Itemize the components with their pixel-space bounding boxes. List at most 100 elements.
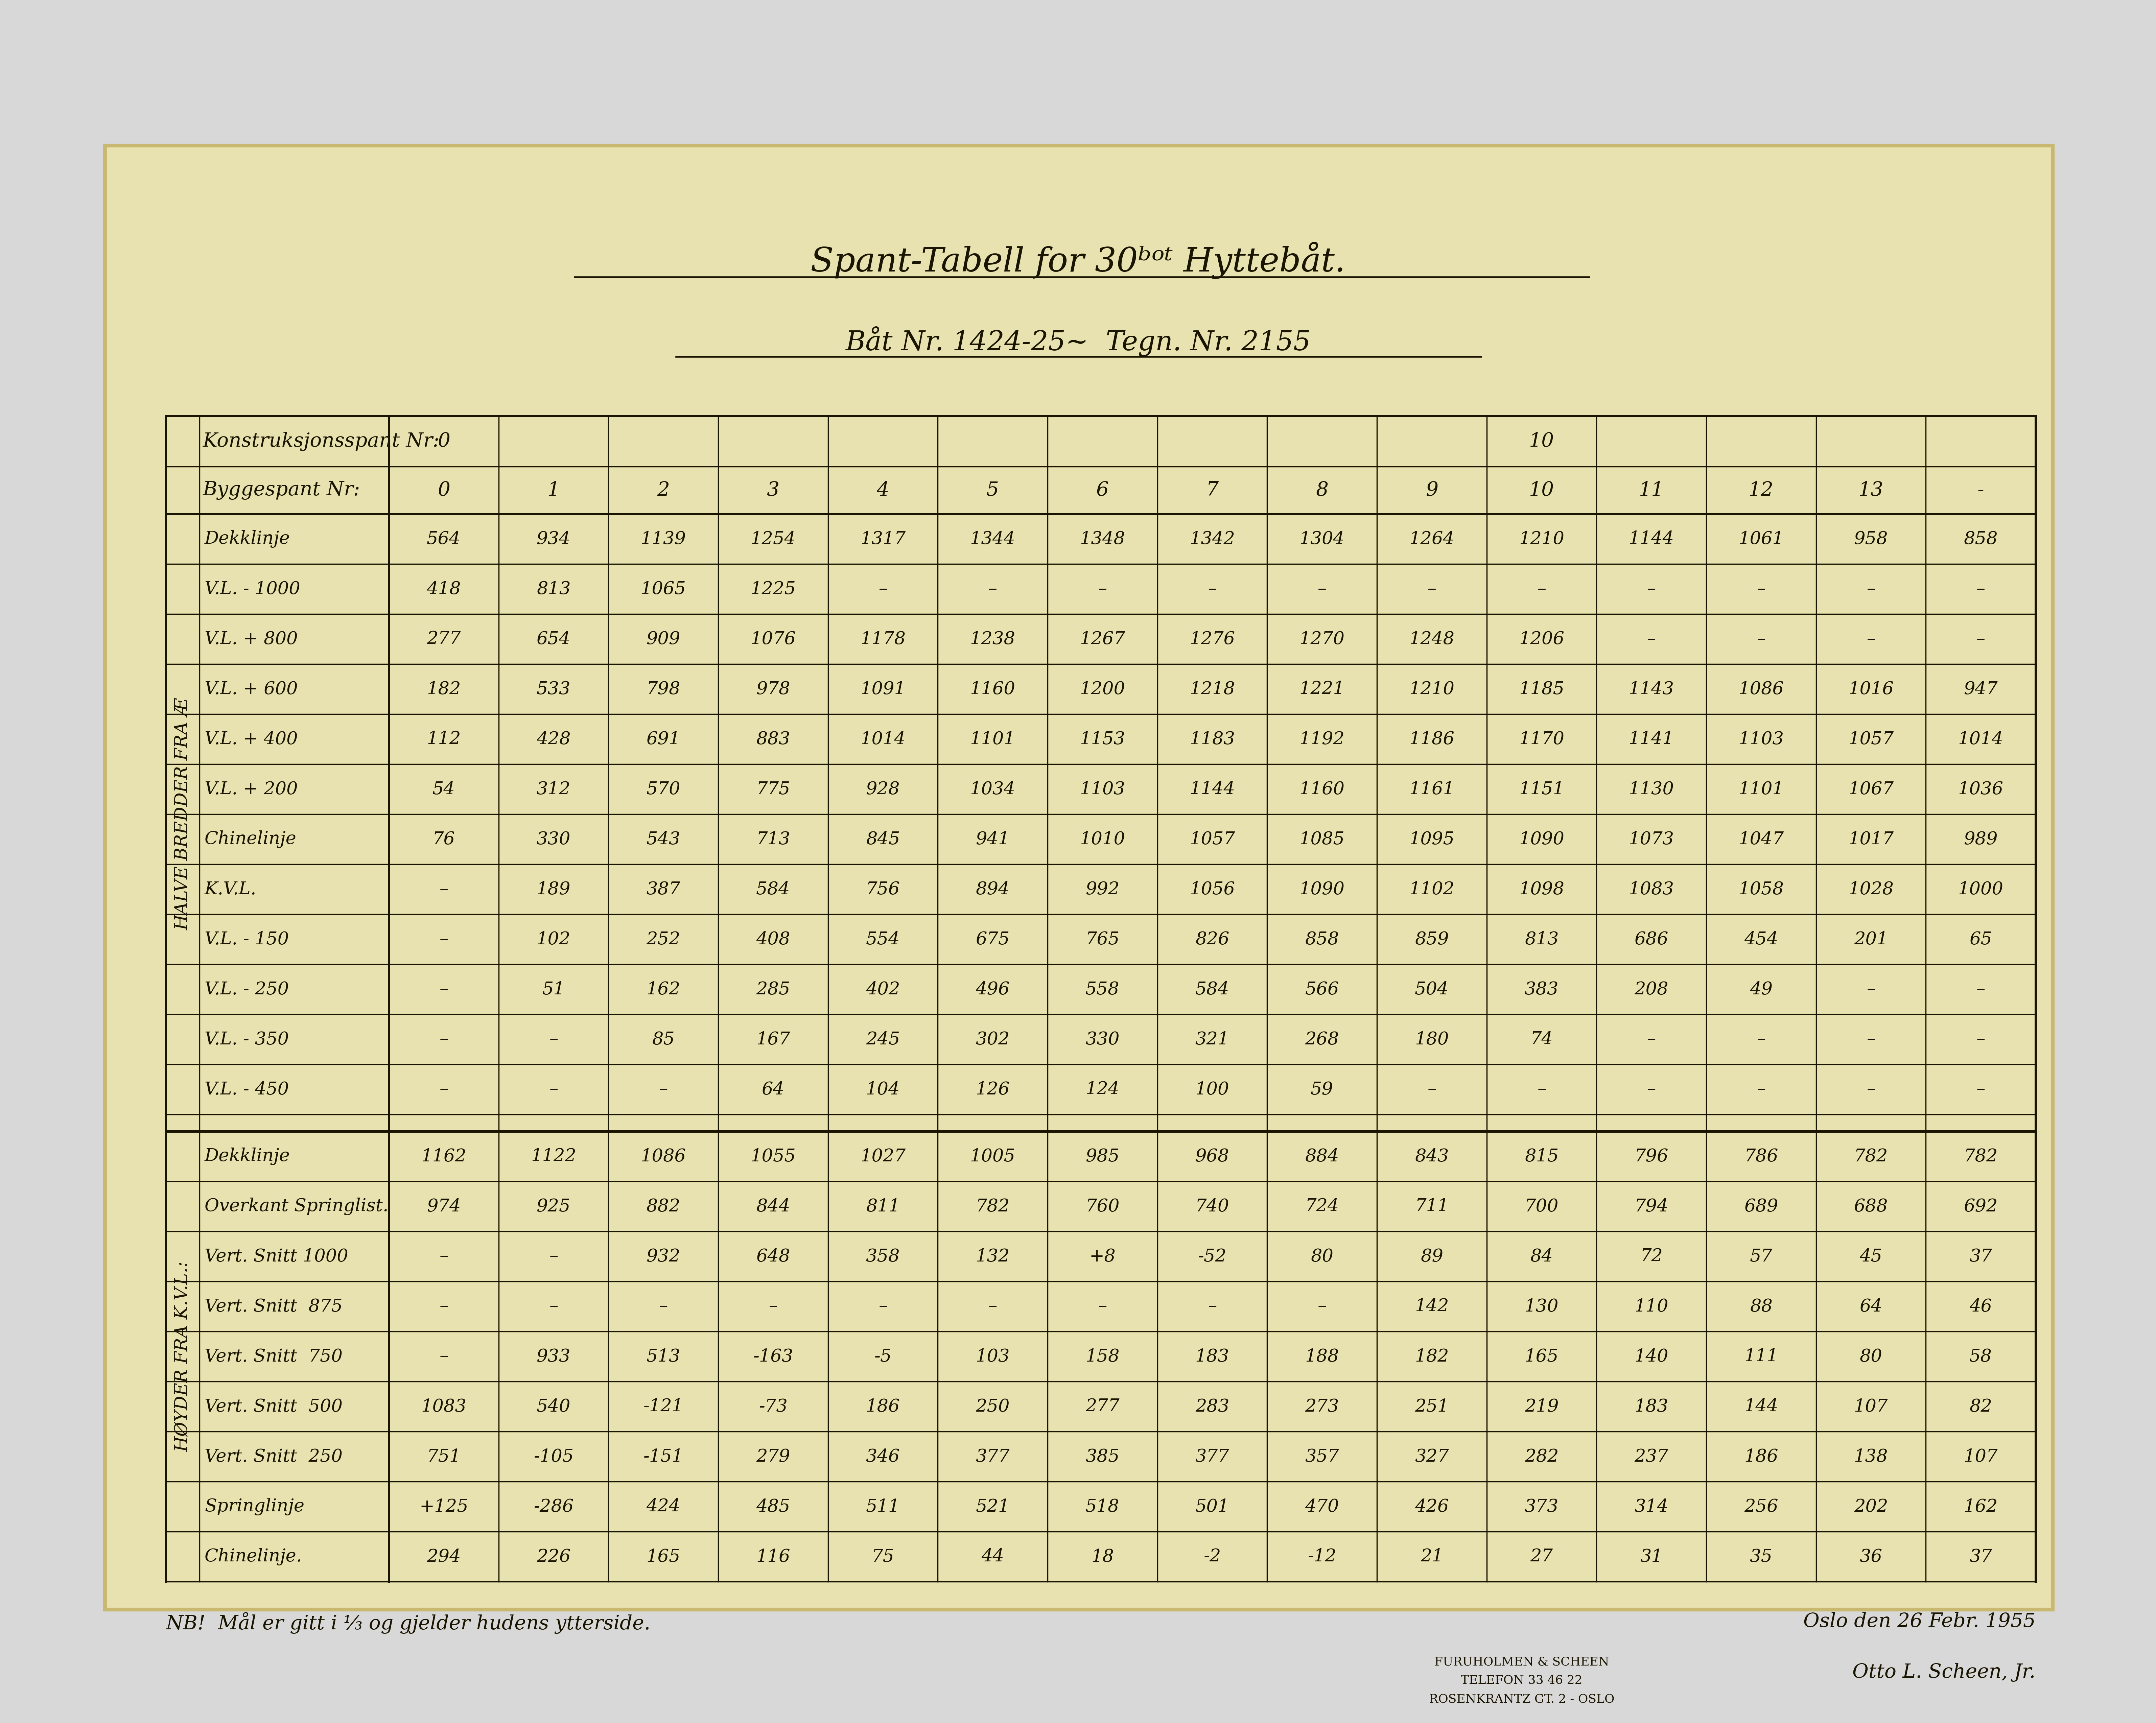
Text: 1061: 1061 xyxy=(1738,531,1783,548)
Text: 54: 54 xyxy=(433,781,455,798)
Text: 909: 909 xyxy=(647,631,681,648)
Text: 675: 675 xyxy=(977,930,1009,948)
Text: –: – xyxy=(550,1297,558,1315)
Text: 845: 845 xyxy=(867,830,899,848)
Text: +8: +8 xyxy=(1089,1247,1115,1265)
Text: 1192: 1192 xyxy=(1300,731,1345,748)
Text: 1141: 1141 xyxy=(1628,731,1673,748)
Text: 826: 826 xyxy=(1194,930,1229,948)
Text: 104: 104 xyxy=(867,1080,899,1098)
Text: 1348: 1348 xyxy=(1080,531,1125,548)
Text: 321: 321 xyxy=(1194,1030,1229,1048)
Text: 1095: 1095 xyxy=(1410,830,1455,848)
Text: –: – xyxy=(550,1080,558,1098)
Text: 1206: 1206 xyxy=(1520,631,1565,648)
Text: –: – xyxy=(550,1247,558,1265)
Text: 282: 282 xyxy=(1524,1447,1559,1465)
Text: 75: 75 xyxy=(871,1547,895,1564)
Text: Vert. Snitt 1000: Vert. Snitt 1000 xyxy=(205,1247,349,1265)
Text: 1317: 1317 xyxy=(860,531,906,548)
Text: –: – xyxy=(1757,1030,1766,1048)
Text: 3: 3 xyxy=(768,481,778,500)
Text: 584: 584 xyxy=(757,880,789,898)
Text: 124: 124 xyxy=(1084,1080,1119,1098)
Text: 116: 116 xyxy=(757,1547,789,1564)
Text: –: – xyxy=(440,980,448,998)
Text: 882: 882 xyxy=(647,1197,681,1215)
Text: 501: 501 xyxy=(1194,1497,1229,1515)
Text: 330: 330 xyxy=(537,830,571,848)
Text: 110: 110 xyxy=(1634,1297,1669,1315)
Text: 811: 811 xyxy=(867,1197,899,1215)
Text: 89: 89 xyxy=(1421,1247,1442,1265)
Text: 402: 402 xyxy=(867,980,899,998)
Text: 80: 80 xyxy=(1861,1347,1882,1365)
Text: 1065: 1065 xyxy=(640,581,686,598)
Text: 186: 186 xyxy=(867,1397,899,1415)
Text: 64: 64 xyxy=(1861,1297,1882,1315)
Text: 1221: 1221 xyxy=(1300,681,1345,698)
Text: 7: 7 xyxy=(1205,481,1218,500)
Text: –: – xyxy=(440,1080,448,1098)
Text: 782: 782 xyxy=(1854,1148,1889,1165)
Text: –: – xyxy=(1647,631,1656,648)
Text: 202: 202 xyxy=(1854,1497,1889,1515)
Text: Chinelinje: Chinelinje xyxy=(205,830,298,848)
Text: Springlinje: Springlinje xyxy=(205,1497,304,1516)
Text: 521: 521 xyxy=(977,1497,1009,1515)
Text: –: – xyxy=(1427,581,1436,598)
Text: 1218: 1218 xyxy=(1190,681,1235,698)
Text: 1: 1 xyxy=(548,481,561,500)
Text: 1151: 1151 xyxy=(1520,781,1565,798)
Text: 36: 36 xyxy=(1861,1547,1882,1564)
Text: 1091: 1091 xyxy=(860,681,906,698)
Text: 162: 162 xyxy=(1964,1497,1999,1515)
Text: 64: 64 xyxy=(761,1080,785,1098)
Text: 1304: 1304 xyxy=(1300,531,1345,548)
Text: Vert. Snitt  750: Vert. Snitt 750 xyxy=(205,1347,343,1365)
Text: V.L. - 450: V.L. - 450 xyxy=(205,1080,289,1098)
Text: 31: 31 xyxy=(1641,1547,1662,1564)
Text: 1083: 1083 xyxy=(420,1397,466,1415)
Text: 277: 277 xyxy=(427,631,461,648)
Text: 208: 208 xyxy=(1634,980,1669,998)
Text: V.L. + 400: V.L. + 400 xyxy=(205,731,298,748)
Text: 859: 859 xyxy=(1414,930,1449,948)
Text: 1057: 1057 xyxy=(1190,830,1235,848)
Text: -52: -52 xyxy=(1199,1247,1227,1265)
Text: 1185: 1185 xyxy=(1520,681,1565,698)
Text: 1153: 1153 xyxy=(1080,731,1125,748)
Text: 1267: 1267 xyxy=(1080,631,1125,648)
Text: 1090: 1090 xyxy=(1300,880,1345,898)
Text: 1027: 1027 xyxy=(860,1148,906,1165)
Text: 408: 408 xyxy=(757,930,789,948)
Text: 72: 72 xyxy=(1641,1247,1662,1265)
Text: 251: 251 xyxy=(1414,1397,1449,1415)
Text: 518: 518 xyxy=(1084,1497,1119,1515)
Text: 12: 12 xyxy=(1749,481,1774,500)
Text: –: – xyxy=(660,1080,668,1098)
Text: 49: 49 xyxy=(1751,980,1772,998)
Text: 884: 884 xyxy=(1304,1148,1339,1165)
Text: -5: -5 xyxy=(873,1347,893,1365)
Text: 107: 107 xyxy=(1854,1397,1889,1415)
Text: 107: 107 xyxy=(1964,1447,1999,1465)
Text: –: – xyxy=(1867,1030,1876,1048)
Text: 1178: 1178 xyxy=(860,631,906,648)
Text: 1086: 1086 xyxy=(1738,681,1783,698)
Text: –: – xyxy=(1757,1080,1766,1098)
Text: 1225: 1225 xyxy=(750,581,796,598)
Text: 1160: 1160 xyxy=(970,681,1015,698)
Text: 533: 533 xyxy=(537,681,571,698)
Text: HALVE BREDDER FRA Æ: HALVE BREDDER FRA Æ xyxy=(175,698,192,930)
Text: 1200: 1200 xyxy=(1080,681,1125,698)
Text: –: – xyxy=(987,1297,996,1315)
Text: 1276: 1276 xyxy=(1190,631,1235,648)
Text: 947: 947 xyxy=(1964,681,1999,698)
Text: 815: 815 xyxy=(1524,1148,1559,1165)
Text: –: – xyxy=(1647,1030,1656,1048)
Text: –: – xyxy=(1647,581,1656,598)
Text: 2: 2 xyxy=(658,481,671,500)
Text: 252: 252 xyxy=(647,930,681,948)
Text: 470: 470 xyxy=(1304,1497,1339,1515)
